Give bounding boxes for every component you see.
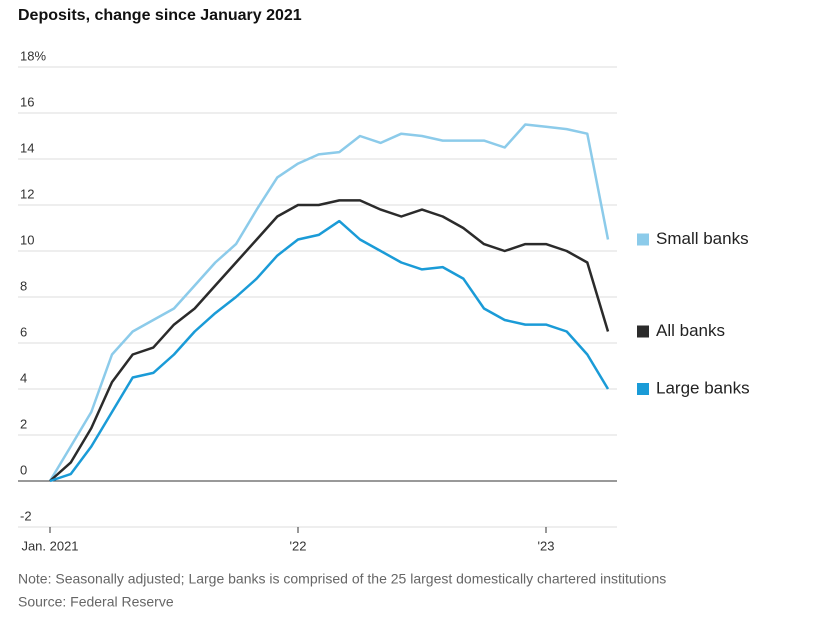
y-tick-label: 16 — [20, 94, 34, 109]
y-tick-label: 2 — [20, 416, 27, 431]
legend-swatch — [637, 383, 649, 395]
legend-label: Large banks — [656, 378, 750, 397]
legend-label: Small banks — [656, 229, 749, 248]
chart-title: Deposits, change since January 2021 — [18, 7, 302, 24]
x-tick-label: '22 — [290, 538, 307, 553]
legend-swatch — [637, 325, 649, 338]
y-tick-label: 14 — [20, 140, 34, 155]
y-tick-label: 10 — [20, 232, 34, 247]
y-tick-label: 6 — [20, 324, 27, 339]
y-tick-label: 4 — [20, 370, 27, 385]
x-tick-label: Jan. 2021 — [21, 538, 78, 553]
y-tick-label: 0 — [20, 462, 27, 477]
source: Source: Federal Reserve — [18, 594, 174, 610]
line-series — [48, 123, 610, 482]
y-tick-label: 12 — [20, 186, 34, 201]
legend-label: All banks — [656, 321, 725, 340]
legend-swatch — [637, 233, 649, 246]
line-series — [49, 219, 610, 483]
y-tick-label: -2 — [20, 508, 32, 523]
line-series — [49, 199, 610, 482]
note: Note: Seasonally adjusted; Large banks i… — [18, 571, 666, 587]
y-tick-label: 8 — [20, 278, 27, 293]
y-tick-label: 18% — [20, 48, 46, 63]
x-tick-label: '23 — [538, 538, 555, 553]
